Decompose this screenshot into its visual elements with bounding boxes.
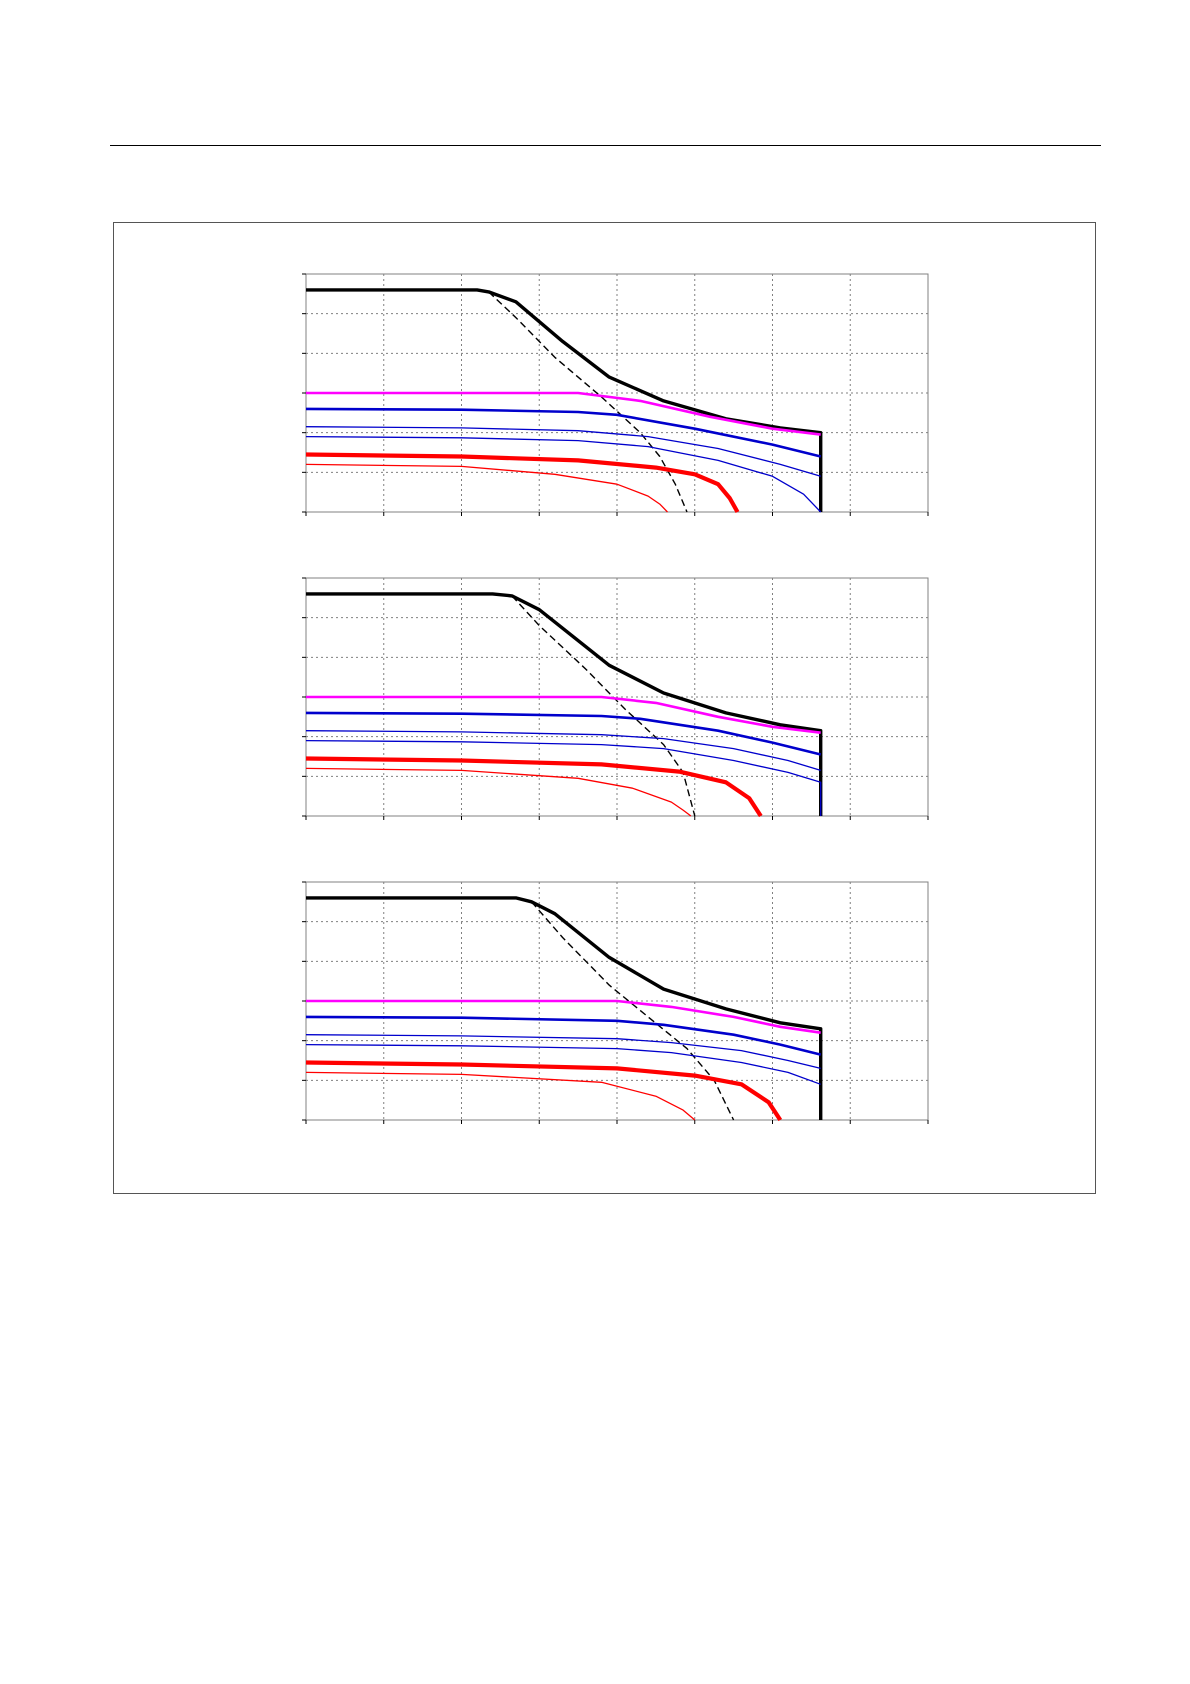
series-line-7 [305,1060,783,1122]
series-line-6 [305,435,822,513]
series-line-5 [305,426,821,477]
series-line-5 [305,730,821,772]
series-line-4 [305,407,822,458]
series-line-4 [305,1015,822,1056]
series-line-8 [305,767,692,817]
series-line-8 [305,463,668,513]
series-line-5 [305,1034,821,1070]
chart-1 [302,273,929,516]
series-line-6 [305,1043,821,1085]
series-line-3 [306,391,821,436]
chart-2 [302,577,929,820]
series-line-1 [306,896,823,1120]
series-line-3 [306,999,821,1034]
series-line-8 [305,1071,696,1121]
chart-3 [302,881,929,1124]
series-line-7 [305,756,763,818]
header-rule [110,145,1101,146]
series-line-3 [306,695,821,734]
series-line-4 [305,711,822,756]
series-line-1 [306,288,823,512]
series-line-6 [305,739,822,816]
figure-frame [113,222,1096,1194]
series-line-1 [306,592,823,816]
series-line-7 [305,452,740,514]
